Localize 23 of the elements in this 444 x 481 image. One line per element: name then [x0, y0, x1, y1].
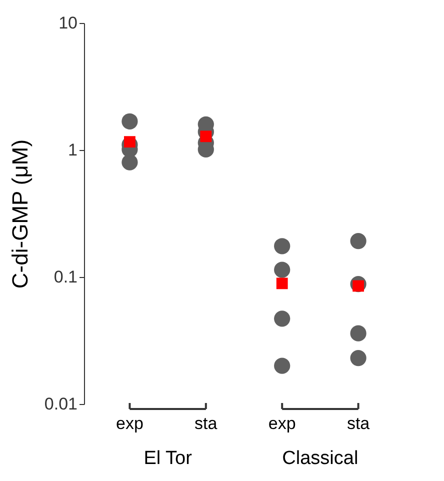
x-tick-label: exp — [116, 414, 144, 433]
point — [122, 113, 138, 130]
point — [122, 154, 138, 170]
text: El Tor — [144, 448, 193, 469]
point — [274, 358, 290, 374]
x-tick-label: sta — [346, 414, 370, 433]
point — [274, 262, 290, 278]
y-axis-title: C-di-GMP (μM) — [7, 139, 32, 289]
x-tick-label: exp — [268, 414, 296, 433]
point — [124, 136, 136, 148]
point — [350, 325, 366, 342]
point — [276, 278, 288, 290]
point — [274, 238, 290, 254]
point — [350, 350, 366, 366]
y-tick-label: 0.1 — [54, 268, 78, 286]
point — [274, 310, 290, 327]
point — [200, 130, 212, 142]
x-tick-label: sta — [194, 414, 218, 433]
y-tick-label: 1 — [68, 140, 78, 160]
y-tick-label: 0.01 — [44, 394, 78, 414]
point — [350, 232, 366, 250]
text: Classical — [282, 448, 358, 469]
y-tick-label: 10 — [58, 14, 78, 32]
